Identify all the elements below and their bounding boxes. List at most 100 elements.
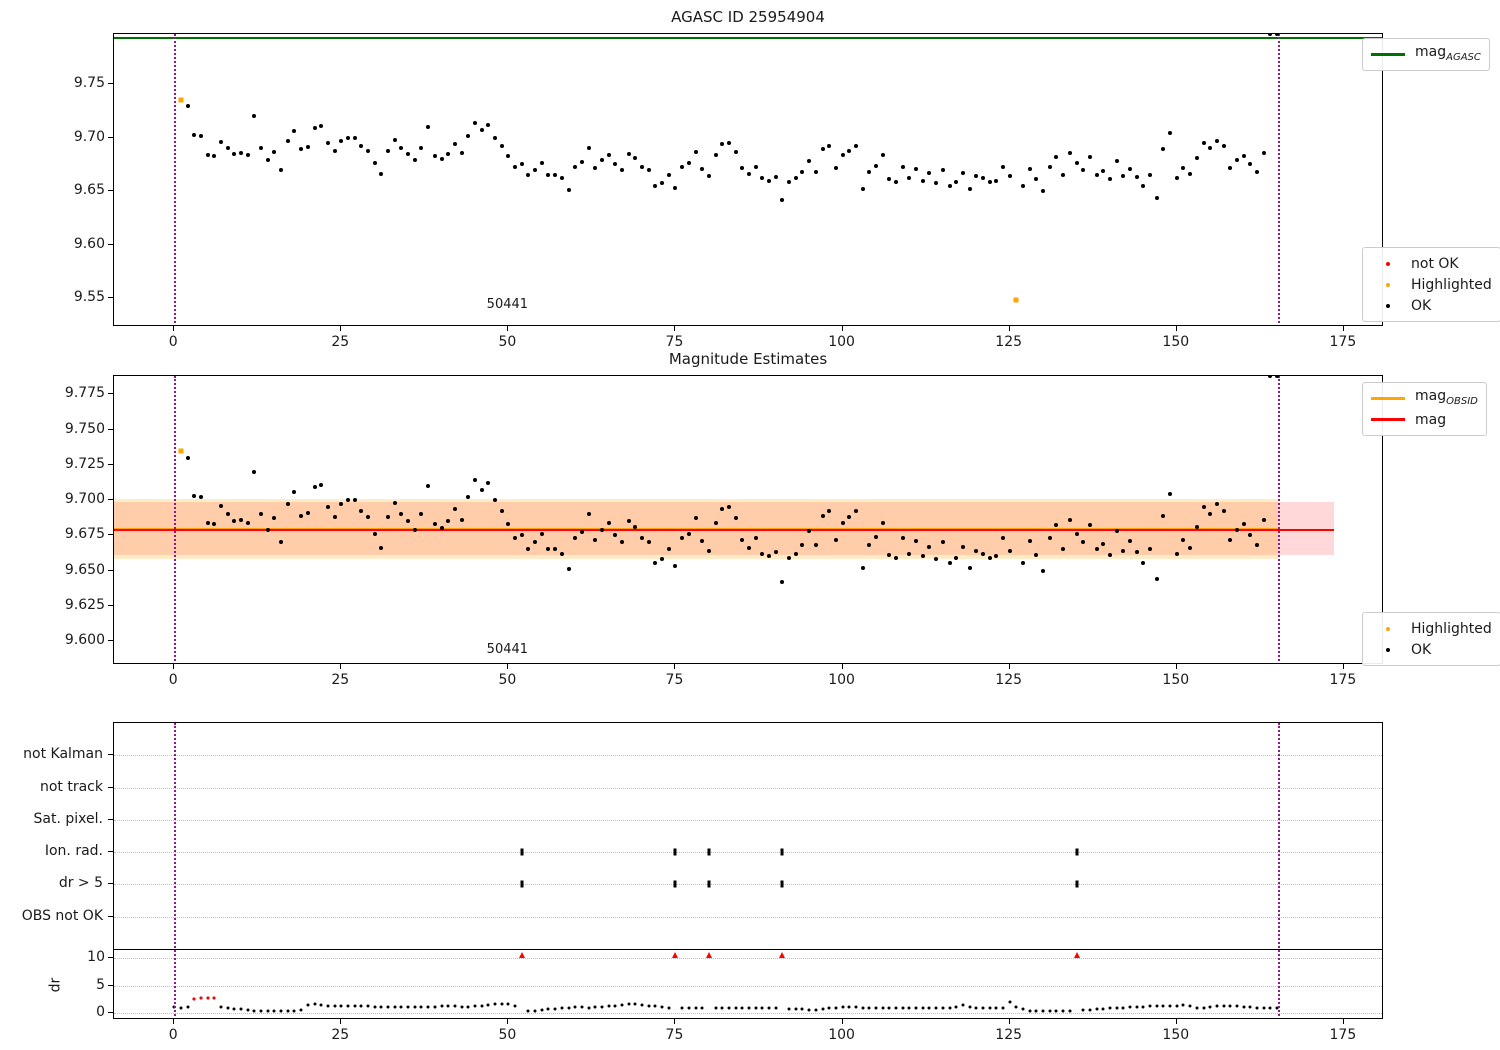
panel2-ytick-label: 9.775 [64, 385, 105, 402]
dr-point [546, 1007, 550, 1011]
data-point-ok [800, 543, 805, 548]
dr-point [500, 1002, 504, 1006]
data-point-ok [1154, 195, 1159, 200]
data-point-ok [1194, 524, 1199, 529]
flag-marker [1075, 848, 1079, 856]
data-point-ok [466, 495, 471, 500]
dr-point [587, 1006, 591, 1010]
data-point-ok [994, 178, 999, 183]
data-point-ok [1107, 553, 1112, 558]
dr-point [373, 1005, 377, 1009]
data-point-ok [1128, 538, 1132, 543]
data-point-ok [673, 185, 678, 190]
legend-item[interactable]: mag [1371, 409, 1478, 430]
data-point-ok [379, 545, 384, 550]
panel1-ytick-label: 9.55 [73, 289, 105, 306]
dr-point [1248, 1005, 1252, 1009]
data-point-ok [459, 517, 464, 522]
data-point-ok [392, 137, 397, 142]
panel1-ytick-label: 9.70 [73, 128, 105, 145]
dr-point [1181, 1003, 1185, 1007]
data-point-ok [279, 167, 284, 172]
dr-point [433, 1005, 437, 1009]
data-point-ok [900, 164, 905, 169]
data-point-ok [606, 520, 611, 525]
data-point-ok [1007, 174, 1012, 179]
data-point-ok [1021, 561, 1026, 566]
data-point-ok [232, 151, 237, 156]
data-point-ok [526, 547, 531, 552]
data-point-ok [305, 510, 310, 515]
legend-item[interactable]: magOBSID [1371, 388, 1478, 409]
dr-point [948, 1006, 952, 1010]
dr-point [827, 1006, 831, 1010]
dr-point [1155, 1004, 1159, 1008]
panel2-ytick-label: 9.725 [64, 455, 105, 472]
data-point-ok [599, 158, 604, 163]
data-point-ok [325, 141, 330, 146]
data-point-ok [666, 173, 671, 178]
dr-point [593, 1005, 597, 1009]
data-point-ok [486, 122, 491, 127]
data-point-ok [820, 513, 825, 518]
data-point-ok [673, 564, 678, 569]
panel2-obsid-label: 50441 [486, 642, 529, 657]
panel1-xtick-label: 125 [995, 334, 1023, 350]
obsid-divider [174, 34, 177, 325]
data-point-ok [452, 506, 457, 511]
data-point-ok [706, 174, 711, 179]
dr-point [901, 1006, 905, 1010]
legend-item[interactable]: OK [1371, 295, 1492, 316]
data-point-ok [218, 140, 223, 144]
data-point-ok [827, 144, 832, 149]
data-point-ok [1148, 173, 1153, 178]
panel2-xtick-label: 75 [665, 672, 684, 688]
data-point-ok [1161, 147, 1166, 152]
data-point-ok [920, 554, 925, 559]
data-point-ok [633, 524, 638, 529]
legend-item[interactable]: Highlighted [1371, 274, 1492, 295]
data-point-ok [493, 498, 497, 503]
dr-point [600, 1005, 604, 1009]
data-point-ok [386, 514, 391, 519]
legend-item[interactable]: not OK [1371, 253, 1492, 274]
dr-point [1161, 1004, 1165, 1008]
flag-marker [520, 880, 524, 888]
data-point-ok [1054, 154, 1059, 159]
dr-point [734, 1006, 738, 1010]
dr-point [379, 1005, 383, 1009]
data-point-ok [700, 166, 705, 171]
legend-line-swatch [1371, 53, 1405, 56]
dr-point [259, 1009, 263, 1013]
data-point-ok [940, 540, 945, 545]
data-point-ok [439, 526, 444, 531]
dr-point [1202, 1006, 1206, 1010]
flag-row-tick [108, 915, 113, 917]
legend-dot-swatch [1371, 254, 1405, 274]
data-point-ok [312, 485, 317, 490]
data-point-ok [1248, 162, 1253, 167]
panel2-ytick-mark [108, 569, 113, 571]
dr-outlier-marker [518, 951, 525, 958]
data-point-ok [653, 183, 658, 188]
dr-point [1108, 1006, 1112, 1010]
legend-item[interactable]: Highlighted [1371, 618, 1492, 639]
dr-axis-label: dr [47, 977, 64, 992]
panel1-xtick-mark [507, 326, 509, 331]
data-point-ok [1074, 161, 1079, 166]
legend-item[interactable]: magAGASC [1371, 44, 1481, 65]
panel1-xtick-label: 0 [168, 334, 178, 350]
legend-item[interactable]: OK [1371, 639, 1492, 660]
dr-point [1054, 1009, 1058, 1013]
flag-marker [707, 848, 711, 856]
data-point-ok [793, 176, 798, 181]
dr-point [399, 1005, 403, 1009]
dr-point [787, 1007, 791, 1011]
dr-point [567, 1006, 571, 1010]
data-point-ok [1208, 512, 1213, 517]
data-point-ok [726, 505, 731, 510]
data-point-ok [345, 498, 350, 503]
panel1-xtick-mark [173, 326, 175, 331]
data-point-ok [867, 543, 872, 548]
data-point-ok [265, 158, 270, 163]
